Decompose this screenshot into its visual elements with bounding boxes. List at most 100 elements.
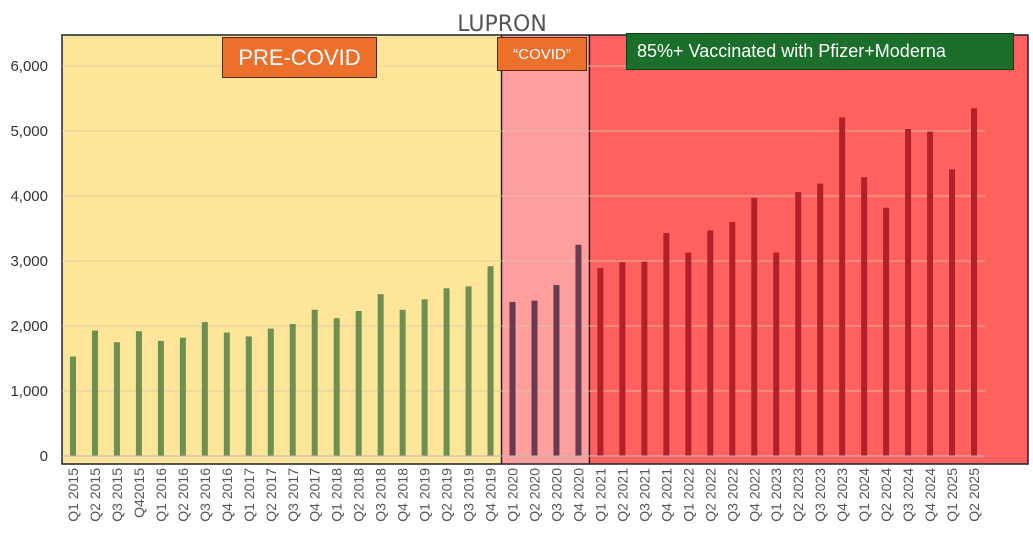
- x-axis: Q1 2015 Q2 2015 Q3 2015 Q42015 Q1 2016 Q2 201…: [65, 468, 982, 522]
- x-tick-label: Q4 2024: [922, 468, 938, 522]
- x-tick-label: Q1 2015: [65, 468, 81, 522]
- bar: [553, 285, 560, 456]
- y-tick-label: 1,000: [10, 383, 48, 400]
- bar: [619, 262, 626, 456]
- x-tick-label: Q4 2018: [395, 468, 411, 522]
- band-1: [501, 35, 590, 464]
- bar: [91, 330, 98, 456]
- x-tick-label: Q1 2020: [505, 468, 521, 522]
- x-tick-label: Q2 2015: [87, 468, 103, 522]
- y-tick-label: 6,000: [10, 58, 48, 75]
- bar: [597, 268, 604, 456]
- x-tick-label: Q3 2015: [109, 468, 125, 522]
- bar: [135, 331, 142, 456]
- x-tick-label: Q2 2020: [526, 468, 542, 522]
- bar: [751, 197, 758, 456]
- bar: [289, 324, 296, 456]
- x-tick-label: Q1 2019: [417, 468, 433, 522]
- x-tick-label: Q1 2023: [768, 468, 784, 522]
- y-tick-label: 4,000: [10, 188, 48, 205]
- bar: [817, 183, 824, 456]
- y-tick-label: 5,000: [10, 123, 48, 140]
- x-tick-label: Q2 2016: [175, 468, 191, 522]
- x-tick-label: Q3 2017: [285, 468, 301, 522]
- band-label-pre-covid: PRE-COVID: [222, 37, 377, 78]
- x-tick-label: Q1 2025: [944, 468, 960, 522]
- band-0: [62, 35, 502, 464]
- x-tick-label: Q1 2024: [856, 468, 872, 522]
- bar: [971, 108, 978, 456]
- bar: [949, 169, 956, 456]
- bar: [663, 233, 670, 456]
- band-2: [589, 35, 1028, 464]
- bar-series: [62, 108, 985, 457]
- x-tick-label: Q3 2024: [900, 468, 916, 522]
- bar: [729, 222, 736, 456]
- y-tick-label: 2,000: [10, 318, 48, 335]
- bar: [69, 356, 76, 456]
- bar: [157, 340, 164, 456]
- bar: [355, 311, 362, 456]
- bar: [465, 286, 472, 456]
- x-tick-label: Q4 2020: [570, 468, 586, 522]
- bar: [421, 299, 428, 456]
- x-tick-label: Q2 2025: [966, 468, 982, 522]
- x-tick-label: Q1 2016: [153, 468, 169, 522]
- bar: [575, 244, 582, 456]
- bar: [223, 332, 230, 456]
- x-tick-label: Q4 2021: [658, 468, 674, 522]
- bar: [883, 207, 890, 456]
- bar: [861, 177, 868, 456]
- bar: [399, 309, 406, 456]
- x-tick-label: Q3 2016: [197, 468, 213, 522]
- bar: [443, 288, 450, 456]
- bar: [927, 131, 934, 456]
- x-tick-label: Q3 2022: [724, 468, 740, 522]
- x-tick-label: Q4 2016: [219, 468, 235, 522]
- x-tick-label: Q4 2019: [483, 468, 499, 522]
- x-tick-label: Q1 2021: [592, 468, 608, 522]
- band-label-covid: “COVID”: [497, 37, 587, 71]
- bar: [311, 309, 318, 456]
- x-tick-label: Q1 2017: [241, 468, 257, 522]
- x-tick-label: Q3 2019: [461, 468, 477, 522]
- chart-title: LUPRON: [457, 12, 547, 37]
- x-tick-label: Q42015: [131, 468, 147, 518]
- x-tick-label: Q2 2022: [702, 468, 718, 522]
- x-tick-label: Q1 2022: [680, 468, 696, 522]
- x-tick-label: Q2 2018: [351, 468, 367, 522]
- x-tick-label: Q2 2021: [614, 468, 630, 522]
- x-tick-label: Q3 2018: [373, 468, 389, 522]
- bar: [201, 322, 208, 456]
- bar: [377, 294, 384, 456]
- bar: [531, 300, 538, 456]
- bar: [267, 328, 274, 456]
- plot-frame: [61, 34, 1029, 465]
- bar: [113, 342, 120, 456]
- bar: [905, 129, 912, 457]
- x-tick-label: Q2 2017: [263, 468, 279, 522]
- y-tick-label: 3,000: [10, 253, 48, 270]
- bar: [333, 318, 340, 456]
- x-tick-label: Q2 2019: [439, 468, 455, 522]
- bar: [839, 117, 846, 456]
- x-tick-label: Q4 2017: [307, 468, 323, 522]
- bar: [179, 337, 186, 456]
- bar: [795, 192, 802, 456]
- x-tick-label: Q3 2023: [812, 468, 828, 522]
- y-axis: 0 1,000 2,000 3,000 4,000 5,000 6,000: [10, 58, 48, 465]
- bar: [509, 301, 516, 456]
- x-tick-label: Q3 2021: [636, 468, 652, 522]
- band-label-vaccinated: 85%+ Vaccinated with Pfizer+Moderna: [626, 33, 1014, 70]
- bar: [707, 230, 714, 456]
- x-tick-label: Q4 2022: [746, 468, 762, 522]
- x-tick-label: Q2 2024: [878, 468, 894, 522]
- bar: [245, 336, 252, 456]
- x-tick-label: Q2 2023: [790, 468, 806, 522]
- x-tick-label: Q1 2018: [329, 468, 345, 522]
- bar: [487, 266, 494, 456]
- y-tick-label: 0: [40, 448, 48, 465]
- bar: [685, 252, 692, 456]
- x-tick-label: Q3 2020: [548, 468, 564, 522]
